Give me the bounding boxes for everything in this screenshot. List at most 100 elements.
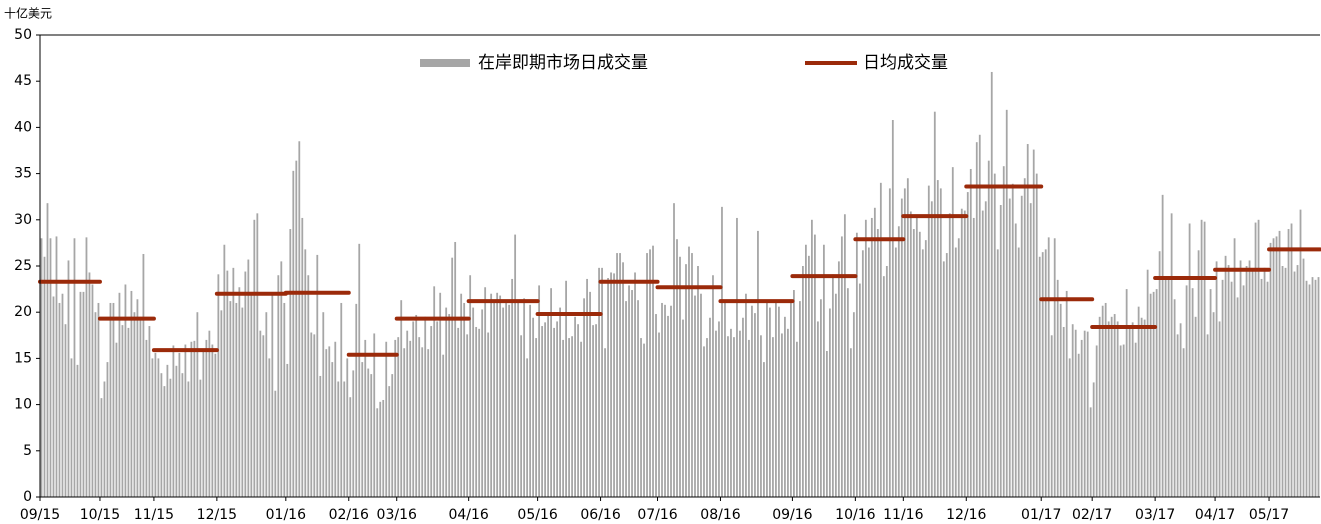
bar <box>879 182 882 497</box>
x-tick-label: 02/16 <box>329 507 369 523</box>
bar <box>604 348 606 497</box>
bar <box>619 253 621 497</box>
bar <box>1026 144 1029 498</box>
bar <box>864 219 867 498</box>
x-tick-label: 02/17 <box>1072 507 1112 523</box>
bar <box>679 256 681 497</box>
x-tick-label: 05/17 <box>1249 507 1289 523</box>
bar <box>751 305 753 497</box>
bar <box>349 397 352 497</box>
bar <box>94 312 97 497</box>
bar <box>595 324 597 497</box>
bar <box>1035 173 1038 497</box>
bar <box>178 352 181 497</box>
bar <box>397 337 400 497</box>
bar <box>1149 293 1152 497</box>
legend-label: 日均成交量 <box>863 53 948 73</box>
bar <box>196 312 199 497</box>
bar <box>1131 322 1134 497</box>
bar <box>205 339 208 497</box>
bar <box>58 302 61 497</box>
bar <box>145 339 148 497</box>
bar <box>472 307 475 497</box>
bar <box>930 201 933 497</box>
bar <box>73 238 76 497</box>
bar <box>382 399 385 497</box>
bar <box>238 287 241 497</box>
bar <box>478 328 481 497</box>
bar <box>286 363 289 497</box>
bar <box>978 134 981 498</box>
bar <box>64 324 67 497</box>
bar <box>601 267 603 497</box>
bar <box>643 343 645 497</box>
bar <box>667 315 669 497</box>
bar <box>1224 255 1227 497</box>
bar <box>634 272 636 497</box>
bar <box>184 344 187 497</box>
bar <box>1092 382 1095 497</box>
bar <box>736 217 738 497</box>
legend-swatch <box>420 59 470 67</box>
bar <box>124 284 127 497</box>
bar <box>484 287 487 497</box>
bar <box>364 339 367 497</box>
bar <box>121 325 124 497</box>
bar <box>957 238 960 497</box>
bar <box>724 302 726 497</box>
bar <box>448 314 451 497</box>
bar <box>400 300 403 497</box>
x-tick-label: 11/16 <box>883 507 923 523</box>
bar <box>109 302 112 497</box>
bar <box>1305 280 1308 497</box>
bar <box>912 229 915 498</box>
bar <box>571 336 573 497</box>
bar <box>202 349 205 497</box>
bar <box>127 327 130 497</box>
bar <box>1005 109 1008 498</box>
bar <box>163 386 166 497</box>
bar <box>840 236 843 497</box>
bar <box>813 234 816 498</box>
bar <box>1230 281 1233 497</box>
bar <box>241 307 244 497</box>
bar <box>142 253 145 497</box>
bar <box>358 243 361 497</box>
bar <box>319 375 322 497</box>
bar <box>942 261 945 497</box>
bar <box>418 337 421 497</box>
bar <box>963 210 966 497</box>
bar <box>139 316 142 497</box>
bar <box>268 358 271 497</box>
bar <box>466 334 469 497</box>
bar <box>891 120 894 498</box>
bar <box>1086 331 1089 497</box>
bar <box>577 324 579 497</box>
bar <box>112 302 115 497</box>
bar <box>822 244 825 497</box>
bar <box>1179 323 1182 497</box>
bar <box>529 304 532 497</box>
bar <box>658 332 660 497</box>
bar <box>442 354 445 497</box>
bar <box>951 167 954 497</box>
bar <box>625 301 627 497</box>
bar <box>793 290 795 497</box>
bar <box>790 302 792 497</box>
bar <box>412 321 415 497</box>
bar <box>858 283 861 497</box>
bar <box>1293 271 1296 497</box>
bar <box>799 301 801 497</box>
bar <box>1266 281 1269 497</box>
bar <box>526 358 529 497</box>
bar <box>939 188 942 497</box>
bar <box>313 334 316 497</box>
bar <box>969 168 972 498</box>
bar <box>670 305 672 497</box>
bar <box>766 302 768 497</box>
bar <box>424 316 427 497</box>
bar <box>190 341 193 497</box>
bar <box>1038 256 1041 497</box>
bar <box>888 188 891 497</box>
